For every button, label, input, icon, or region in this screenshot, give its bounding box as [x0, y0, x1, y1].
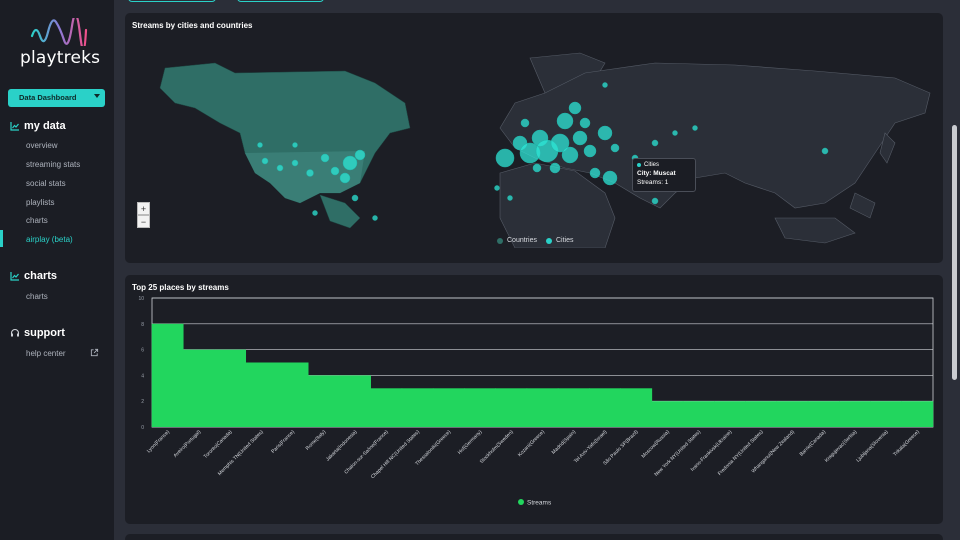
- map-tooltip: Cities City: Muscat Streams: 1: [632, 158, 696, 192]
- legend-cities[interactable]: Cities: [546, 237, 574, 244]
- chevron-down-icon: [94, 94, 100, 98]
- x-tick-label: Stockholm(Sweden): [479, 429, 515, 465]
- tooltip-series: Cities: [644, 162, 660, 168]
- sidebar-item-help-center[interactable]: help center: [26, 349, 66, 358]
- zoom-out-button[interactable]: −: [137, 215, 150, 228]
- y-tick-label: 6: [141, 348, 144, 354]
- y-tick-label: 2: [141, 399, 144, 405]
- sidebar-item-airplay[interactable]: airplay (beta): [26, 235, 73, 244]
- x-tick-label: Trikala(Greece): [892, 429, 921, 458]
- bar: [838, 401, 871, 427]
- section-my-data-label: my data: [24, 120, 66, 132]
- playtreks-logo[interactable]: playtreks: [20, 18, 100, 70]
- active-indicator: [0, 230, 3, 247]
- line-chart-icon: [10, 272, 19, 281]
- zoom-in-button[interactable]: +: [137, 202, 150, 215]
- bar: [495, 388, 528, 427]
- bar: [526, 388, 559, 427]
- bar: [276, 362, 309, 427]
- sidebar-item-streaming-stats[interactable]: streaming stats: [26, 160, 81, 169]
- x-tick-label: Kragujevac(Serbia): [824, 429, 859, 464]
- map-panel: Streams by cities and countries: [125, 13, 943, 263]
- sidebar-item-playlists[interactable]: playlists: [26, 198, 55, 207]
- x-tick-label: Tel Aviv-Yafo(Israel): [573, 429, 609, 465]
- bar: [339, 375, 371, 427]
- bar: [589, 388, 621, 427]
- dashboard-select[interactable]: Data Dashboard: [8, 89, 105, 107]
- legend-countries[interactable]: Countries: [497, 237, 537, 244]
- bar: [651, 401, 684, 427]
- world-map[interactable]: [135, 33, 935, 248]
- y-tick-label: 0: [141, 425, 144, 431]
- bar: [807, 401, 840, 427]
- bar: [432, 388, 465, 427]
- tooltip-streams: Streams: 1: [637, 179, 669, 186]
- x-tick-label: Barrie(Canada): [799, 429, 828, 458]
- brand-name: playtreks: [20, 48, 101, 68]
- x-tick-label: Madrid(Spain): [551, 429, 578, 456]
- y-tick-label: 8: [141, 322, 144, 328]
- dashboard-select-label: Data Dashboard: [19, 93, 77, 102]
- map-panel-title: Streams by cities and countries: [132, 21, 253, 30]
- sidebar-item-overview[interactable]: overview: [26, 141, 58, 150]
- sidebar-item-charts[interactable]: charts: [26, 216, 48, 225]
- tooltip-marker-icon: [637, 163, 641, 167]
- x-tick-label: Aveiro(Portugal): [173, 429, 203, 459]
- x-tick-label: Ljubljana(Slovenia): [855, 429, 890, 464]
- section-support-label: support: [24, 327, 65, 339]
- bar-chart-panel: Top 25 places by streams 10 8 6 4 2 0 Lyon(Fra…: [125, 275, 943, 524]
- legend-countries-label: Countries: [507, 237, 537, 244]
- soundwave-logo-icon: [30, 18, 88, 46]
- y-tick-label: 10: [138, 296, 144, 302]
- legend-dot-icon: [497, 237, 503, 244]
- bar: [870, 401, 903, 427]
- legend-cities-label: Cities: [556, 237, 574, 244]
- bar: [745, 401, 778, 427]
- top-button-right[interactable]: [237, 0, 324, 2]
- bar: [182, 349, 215, 427]
- y-tick-label: 4: [141, 373, 144, 379]
- legend-streams-label: Streams: [527, 500, 552, 507]
- sidebar: playtreks Data Dashboard my data overvie…: [0, 0, 114, 540]
- bar: [214, 349, 247, 427]
- bar: [776, 401, 809, 427]
- section-charts-label: charts: [24, 270, 58, 282]
- x-tick-label: Thessaloniki(Greece): [414, 429, 452, 467]
- x-tick-label: Moscow(Russia): [641, 429, 672, 460]
- x-tick-label: Paris(France): [270, 429, 296, 455]
- bar: [245, 362, 278, 427]
- legend-dot-icon: [546, 237, 552, 244]
- next-panel: [125, 534, 943, 540]
- x-tick-label: Rome(Italy): [305, 429, 328, 452]
- bar: [401, 388, 434, 427]
- x-tick-label: Toronto(Canada): [203, 429, 234, 460]
- sidebar-item-charts-list[interactable]: charts: [26, 292, 48, 301]
- bar: [307, 375, 340, 427]
- bar: [714, 401, 746, 427]
- external-link-icon[interactable]: [90, 348, 99, 357]
- bar: [464, 388, 496, 427]
- x-tick-label: Hof(Germany): [457, 429, 484, 456]
- x-tick-label: Lyon(France): [146, 429, 171, 454]
- bar: [557, 388, 590, 427]
- bar: [620, 388, 653, 427]
- bar-chart-title: Top 25 places by streams: [132, 283, 229, 292]
- bar: [151, 323, 184, 427]
- tooltip-city: City: Muscat: [637, 170, 676, 177]
- sidebar-item-social-stats[interactable]: social stats: [26, 179, 66, 188]
- legend-dot-icon: [518, 499, 524, 505]
- top-button-left[interactable]: [128, 0, 216, 2]
- bar: [901, 401, 934, 427]
- line-chart-icon: [10, 122, 19, 131]
- x-tick-label: Kozani(Greece): [517, 429, 546, 458]
- scrollbar[interactable]: [952, 125, 957, 380]
- x-tick-label: São Paulo SP(Brazil): [602, 429, 640, 467]
- bar: [682, 401, 715, 427]
- x-tick-label: Jakarta(Indonesia): [325, 429, 359, 463]
- bar: [370, 388, 403, 427]
- headset-icon: [10, 328, 20, 337]
